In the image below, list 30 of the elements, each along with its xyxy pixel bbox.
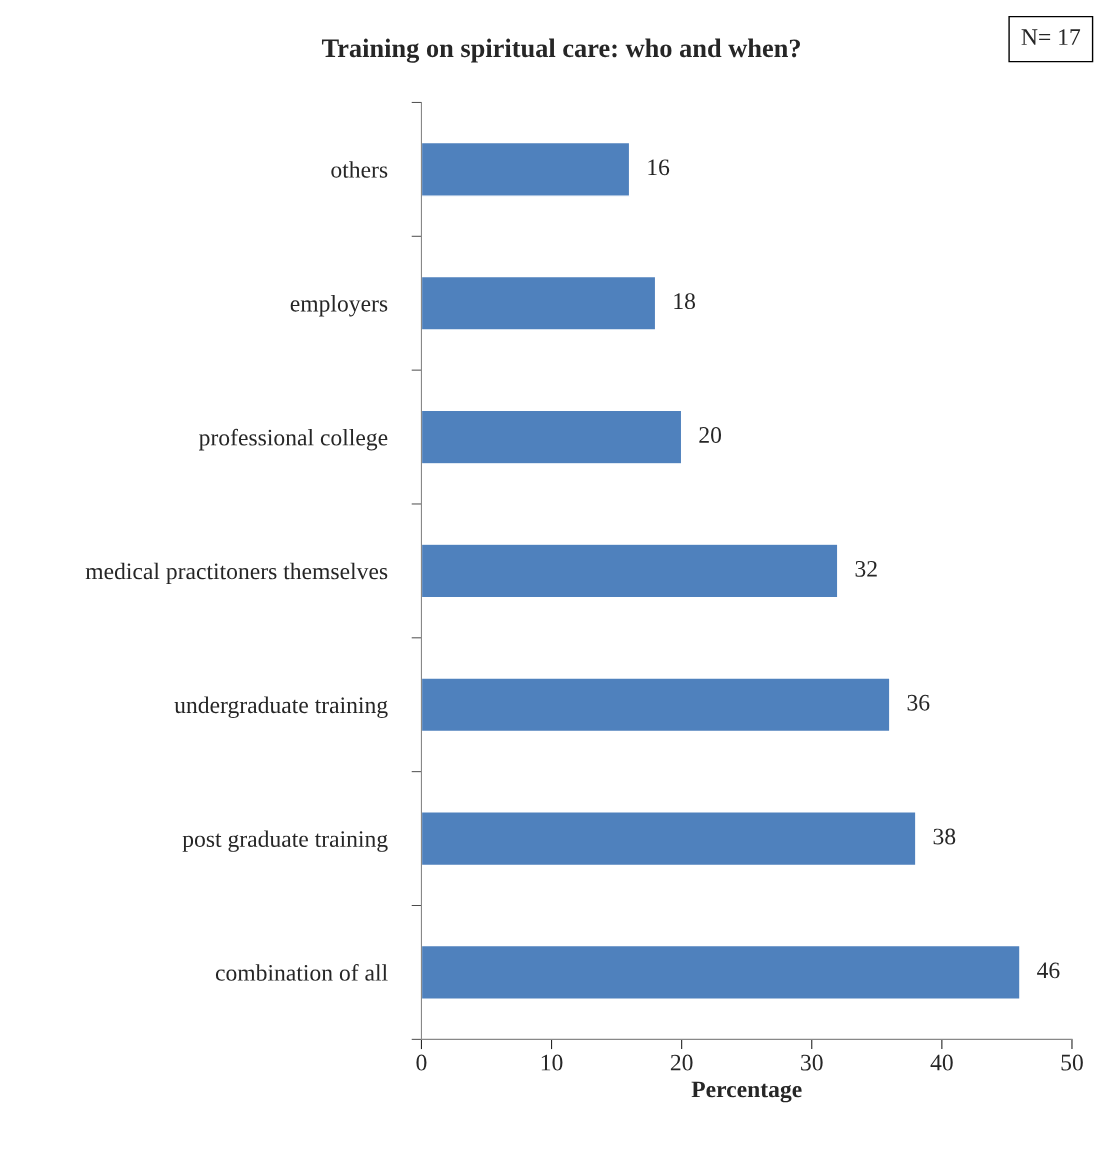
bar xyxy=(421,409,683,465)
y-tick-label: employers xyxy=(290,295,388,317)
data-label: 16 xyxy=(648,159,670,176)
bar xyxy=(421,944,1021,1000)
data-label: 18 xyxy=(674,293,696,310)
chart-title: Training on spiritual care: who and when? xyxy=(321,38,800,63)
y-tick-label: professional college xyxy=(199,428,388,451)
bar xyxy=(421,543,839,599)
data-label: 46 xyxy=(1037,962,1060,979)
x-tick-label: 10 xyxy=(541,1054,563,1071)
bar xyxy=(421,677,891,733)
data-label: 32 xyxy=(855,560,877,577)
text: N= 17 xyxy=(1021,29,1081,45)
data-label: 38 xyxy=(933,828,956,845)
bar xyxy=(421,811,917,867)
data-label: 36 xyxy=(907,694,930,711)
x-tick-label: 40 xyxy=(930,1054,953,1071)
bar xyxy=(421,275,657,331)
data-label: 20 xyxy=(699,427,722,443)
y-tick-label: others xyxy=(331,161,388,178)
x-tick-label: 0 xyxy=(416,1054,427,1071)
y-tick-label: undergraduate training xyxy=(174,696,388,719)
bar xyxy=(421,141,631,197)
y-tick-label: combination of all xyxy=(215,964,388,981)
y-tick-label: post graduate training xyxy=(182,830,388,852)
x-tick-label: 50 xyxy=(1061,1054,1083,1071)
y-tick-label: medical practitoners themselves xyxy=(85,562,388,585)
x-tick-label: 20 xyxy=(670,1054,693,1071)
x-tick-label: 30 xyxy=(801,1054,823,1071)
x-axis-title: Percentage xyxy=(691,1081,802,1103)
